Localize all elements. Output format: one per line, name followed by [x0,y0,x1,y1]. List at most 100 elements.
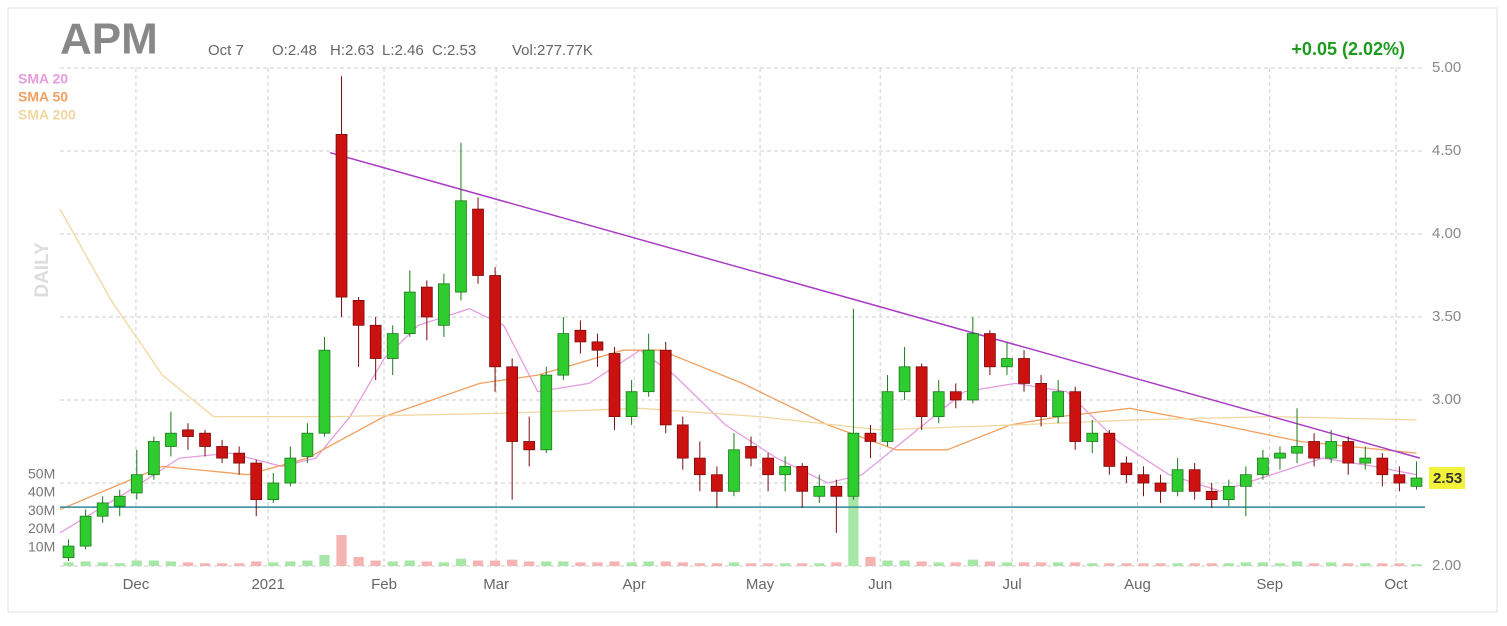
volume-bar [1206,563,1217,566]
volume-bar [148,560,159,566]
y-tick-label: 4.50 [1432,142,1461,159]
candle-body [1325,441,1338,459]
volume-bar [1257,562,1269,566]
volume-bar [1360,563,1371,566]
volume-bar [1035,562,1047,566]
candle-body [455,200,467,293]
volume-tick-label: 10M [28,538,55,554]
candle-body [915,366,928,417]
volume-bar [319,555,330,566]
candle-body [574,329,587,343]
candle-body [1154,482,1167,492]
candle-body [1376,457,1389,476]
legend-entry: SMA 50 [18,89,68,105]
candle-body [523,441,536,451]
volume-bar [524,561,535,566]
volume-bar [1053,562,1064,566]
sma-line [59,208,1417,431]
candle-body [199,432,211,447]
candle-body [1188,469,1201,492]
candle-body [949,391,962,401]
volume-bar [1018,562,1030,566]
volume-bar [643,561,654,566]
candle-body [1257,457,1269,476]
volume-bar [1343,563,1354,566]
header-info: C:2.53 [432,42,476,59]
volume-bar [1172,563,1183,566]
volume-bar [507,559,518,566]
volume-bar [609,561,620,566]
volume-bar [814,563,825,566]
candle-body [1069,391,1082,442]
volume-bar [1155,563,1166,566]
candle-body [659,349,672,426]
volume-bar [541,561,552,566]
candle-body [113,495,126,507]
candle-body [62,545,75,559]
header-info: Oct 7 [208,42,244,59]
volume-bar [370,560,381,566]
volume-bar [677,562,688,566]
y-tick-label: 2.00 [1432,557,1461,574]
volume-bar [1121,563,1132,566]
price-change: +0.05 (2.02%) [1291,39,1405,59]
x-tick-label: Mar [483,576,509,593]
x-tick-label: May [746,576,775,593]
candle-body [608,353,621,417]
candle-body [472,208,484,276]
y-tick-label: 5.00 [1432,59,1461,76]
volume-bar [1411,564,1422,566]
volume-bar [711,563,723,566]
volume-bar [882,560,893,566]
volume-bar [182,562,194,566]
candle-body [1410,477,1423,487]
candle-body [1018,358,1030,384]
volume-bar [899,560,910,566]
candle-body [984,333,996,368]
volume-bar [268,562,279,566]
volume-bar [984,561,996,566]
x-tick-label: Dec [123,576,150,593]
volume-bar [80,561,91,566]
volume-bar [916,561,927,566]
volume-bar [626,562,637,566]
volume-bar [234,563,245,566]
volume-bar [1377,563,1388,566]
ticker: APM [60,15,158,64]
candle-body [693,457,706,476]
candle-body [728,449,740,492]
candle-body [420,286,433,318]
candle-body [1120,462,1133,476]
volume-bar [848,494,859,566]
candle-body [676,424,689,459]
volume-bar [575,562,586,566]
candle-body [591,341,604,351]
candle-body [233,452,246,464]
candle-body [147,441,160,476]
trend-line [329,151,1421,459]
candle-body [352,299,365,326]
volume-bar [472,560,484,566]
candle-body [864,432,877,442]
volume-bar [950,562,961,566]
y-tick-label: 3.00 [1432,391,1461,408]
header-info: L:2.46 [382,42,424,59]
header-info: O:2.48 [272,42,317,59]
candle-body [403,291,416,335]
candle-body [881,391,894,442]
header-info: H:2.63 [330,42,374,59]
y-tick-label: 3.50 [1432,308,1461,325]
volume-bar [1087,563,1098,566]
candle-body [216,446,228,459]
volume-bar [762,563,774,566]
candle-body [130,474,143,494]
volume-tick-label: 30M [28,502,55,518]
volume-bar [251,561,262,566]
candle-body [1291,446,1303,454]
x-tick-label: Sep [1256,576,1283,593]
candle-body [1393,474,1406,484]
volume-bar [131,560,142,566]
volume-bar [285,561,296,566]
volume-bar [660,561,671,566]
